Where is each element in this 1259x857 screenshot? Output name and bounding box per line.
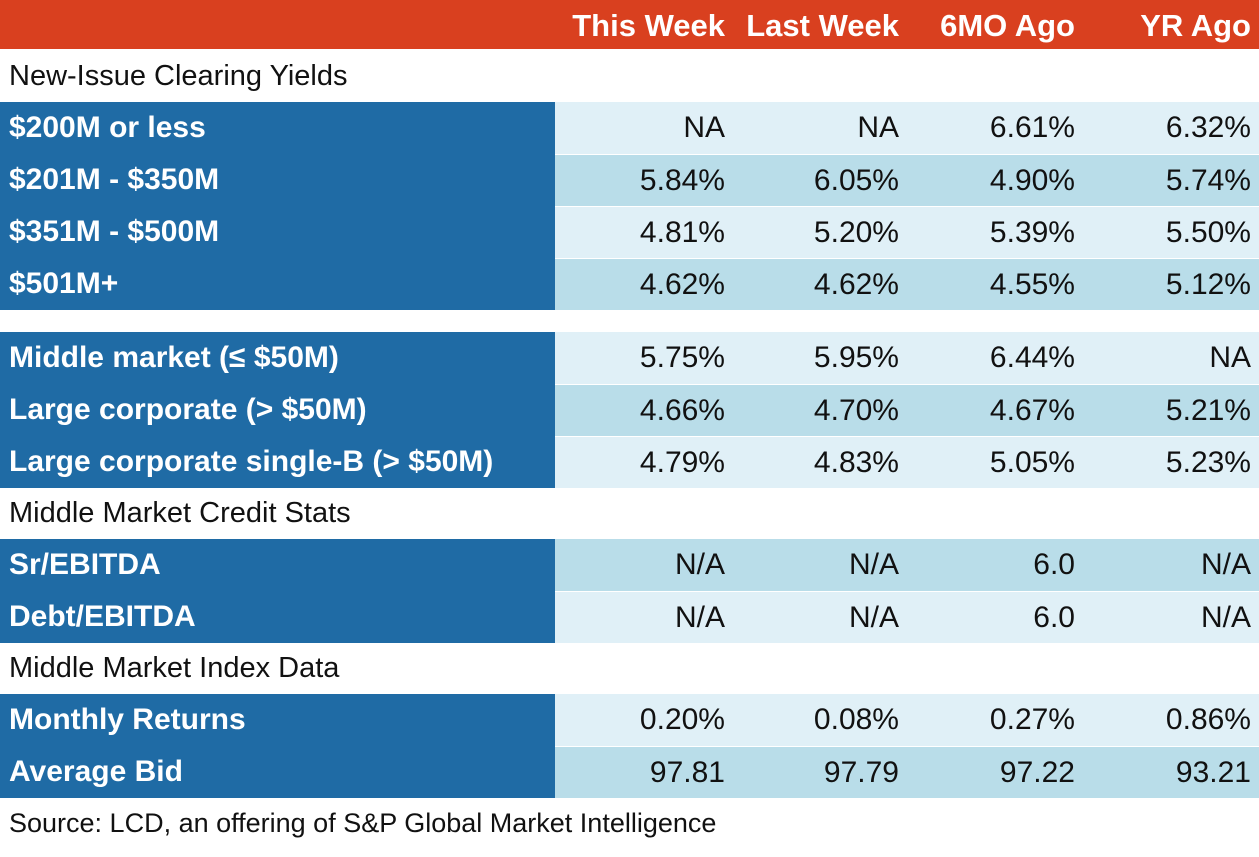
- cell-last-week: 4.70%: [729, 384, 903, 436]
- cell-6mo-ago: 6.0: [903, 539, 1079, 591]
- table-row: $201M - $350M 5.84% 6.05% 4.90% 5.74%: [0, 154, 1259, 206]
- header-last-week: Last Week: [746, 7, 899, 43]
- section-title-row: Middle Market Index Data: [0, 643, 1259, 694]
- table-header: This Week Last Week 6MO Ago YR Ago: [0, 0, 1259, 51]
- cell-yr-ago: 0.86%: [1079, 694, 1259, 746]
- row-label: $201M - $350M: [0, 154, 555, 206]
- cell-this-week: 0.20%: [555, 694, 729, 746]
- section-title: Middle Market Index Data: [9, 652, 340, 684]
- cell-yr-ago: N/A: [1079, 591, 1259, 643]
- cell-6mo-ago: 5.39%: [903, 206, 1079, 258]
- section-title-row: New-Issue Clearing Yields: [0, 51, 1259, 102]
- cell-yr-ago: NA: [1079, 332, 1259, 384]
- cell-yr-ago: 5.50%: [1079, 206, 1259, 258]
- row-label: $351M - $500M: [0, 206, 555, 258]
- cell-this-week: 4.79%: [555, 436, 729, 488]
- cell-last-week: 5.95%: [729, 332, 903, 384]
- row-label: Large corporate single-B (> $50M): [0, 436, 555, 488]
- cell-yr-ago: 5.12%: [1079, 258, 1259, 310]
- cell-last-week: 0.08%: [729, 694, 903, 746]
- cell-yr-ago: 5.23%: [1079, 436, 1259, 488]
- table-row: $351M - $500M 4.81% 5.20% 5.39% 5.50%: [0, 206, 1259, 258]
- cell-yr-ago: 6.32%: [1079, 102, 1259, 154]
- cell-yr-ago: 93.21: [1079, 746, 1259, 798]
- cell-last-week: NA: [729, 102, 903, 154]
- source-note: Source: LCD, an offering of S&P Global M…: [9, 808, 717, 838]
- table-row: Sr/EBITDA N/A N/A 6.0 N/A: [0, 539, 1259, 591]
- table-row: Large corporate single-B (> $50M) 4.79% …: [0, 436, 1259, 488]
- cell-6mo-ago: 6.0: [903, 591, 1079, 643]
- cell-last-week: 4.83%: [729, 436, 903, 488]
- section-spacer: [0, 310, 1259, 332]
- cell-6mo-ago: 97.22: [903, 746, 1079, 798]
- cell-6mo-ago: 4.90%: [903, 154, 1079, 206]
- row-label: $200M or less: [0, 102, 555, 154]
- cell-this-week: 97.81: [555, 746, 729, 798]
- table-row: Middle market (≤ $50M) 5.75% 5.95% 6.44%…: [0, 332, 1259, 384]
- row-label: Debt/EBITDA: [0, 591, 555, 643]
- table-row: Average Bid 97.81 97.79 97.22 93.21: [0, 746, 1259, 798]
- cell-last-week: N/A: [729, 591, 903, 643]
- cell-yr-ago: N/A: [1079, 539, 1259, 591]
- cell-yr-ago: 5.21%: [1079, 384, 1259, 436]
- cell-this-week: 4.81%: [555, 206, 729, 258]
- cell-6mo-ago: 5.05%: [903, 436, 1079, 488]
- cell-yr-ago: 5.74%: [1079, 154, 1259, 206]
- cell-this-week: N/A: [555, 591, 729, 643]
- table-row: $501M+ 4.62% 4.62% 4.55% 5.12%: [0, 258, 1259, 310]
- cell-this-week: 5.75%: [555, 332, 729, 384]
- cell-6mo-ago: 6.61%: [903, 102, 1079, 154]
- cell-last-week: N/A: [729, 539, 903, 591]
- source-row: Source: LCD, an offering of S&P Global M…: [0, 798, 1259, 849]
- table-row: Large corporate (> $50M) 4.66% 4.70% 4.6…: [0, 384, 1259, 436]
- cell-last-week: 97.79: [729, 746, 903, 798]
- cell-last-week: 5.20%: [729, 206, 903, 258]
- table-row: Debt/EBITDA N/A N/A 6.0 N/A: [0, 591, 1259, 643]
- section-title-row: Middle Market Credit Stats: [0, 488, 1259, 539]
- row-label: Monthly Returns: [0, 694, 555, 746]
- cell-this-week: 4.66%: [555, 384, 729, 436]
- cell-this-week: NA: [555, 102, 729, 154]
- section-title: New-Issue Clearing Yields: [9, 60, 348, 92]
- header-this-week: This Week: [572, 7, 725, 43]
- row-label: Middle market (≤ $50M): [0, 332, 555, 384]
- cell-this-week: N/A: [555, 539, 729, 591]
- cell-6mo-ago: 4.55%: [903, 258, 1079, 310]
- cell-this-week: 5.84%: [555, 154, 729, 206]
- table-row: Monthly Returns 0.20% 0.08% 0.27% 0.86%: [0, 694, 1259, 746]
- cell-6mo-ago: 6.44%: [903, 332, 1079, 384]
- table-row: $200M or less NA NA 6.61% 6.32%: [0, 102, 1259, 154]
- row-label: Average Bid: [0, 746, 555, 798]
- cell-this-week: 4.62%: [555, 258, 729, 310]
- row-label: Large corporate (> $50M): [0, 384, 555, 436]
- cell-last-week: 6.05%: [729, 154, 903, 206]
- row-label: $501M+: [0, 258, 555, 310]
- cell-6mo-ago: 4.67%: [903, 384, 1079, 436]
- cell-last-week: 4.62%: [729, 258, 903, 310]
- row-label: Sr/EBITDA: [0, 539, 555, 591]
- header-corner: [0, 0, 555, 51]
- section-title: Middle Market Credit Stats: [9, 497, 351, 529]
- header-6mo-ago: 6MO Ago: [940, 7, 1075, 43]
- header-yr-ago: YR Ago: [1140, 7, 1251, 43]
- cell-6mo-ago: 0.27%: [903, 694, 1079, 746]
